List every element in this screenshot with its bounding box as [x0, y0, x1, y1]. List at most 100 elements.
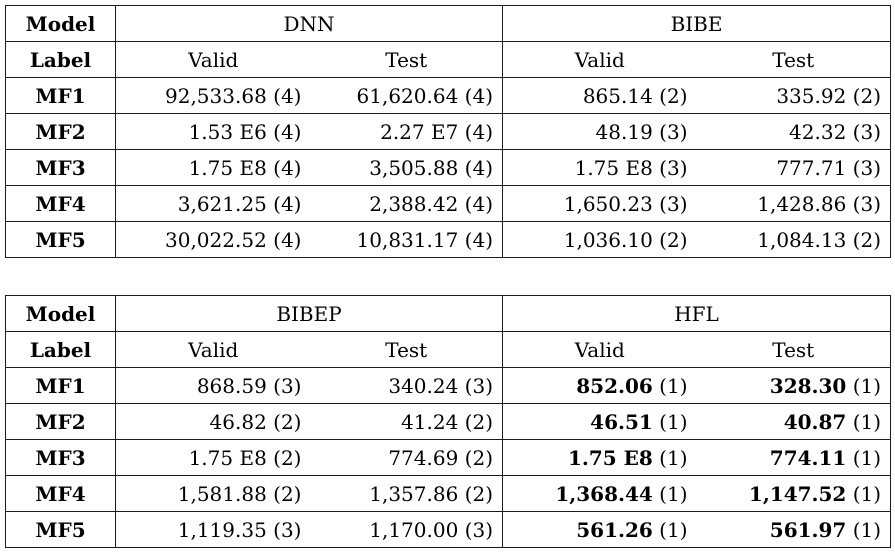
metric-value: 1,428.86 — [757, 191, 847, 216]
rank-value: (2) — [659, 83, 688, 108]
metric-value: 1.75 E8 — [188, 155, 267, 180]
rank-value: (4) — [273, 155, 302, 180]
rank-value: (3) — [659, 119, 688, 144]
table-row: MF1 92,533.68 (4) 61,620.64 (4) 865.14 (2) 3… — [5, 77, 891, 114]
value-cell: 42.32 (3) — [696, 113, 891, 150]
metric-value: 335.92 — [776, 83, 847, 108]
rank-value: (4) — [273, 83, 302, 108]
rank-value: (4) — [273, 119, 302, 144]
value-cell: 774.11 (1) — [696, 439, 891, 476]
rank-value: (1) — [852, 481, 882, 506]
rank-value: (1) — [852, 517, 882, 542]
rank-value: (4) — [464, 155, 494, 180]
value-cell: 61,620.64 (4) — [310, 77, 504, 114]
row-label: MF4 — [5, 475, 116, 512]
metric-value: 1,084.13 — [757, 227, 847, 252]
value-cell: 3,505.88 (4) — [310, 149, 504, 186]
value-cell: 328.30 (1) — [696, 367, 891, 404]
rank-value: (3) — [852, 191, 882, 216]
rank-value: (4) — [464, 191, 494, 216]
metric-value: 92,533.68 — [165, 83, 267, 108]
value-cell: 1,357.86 (2) — [310, 475, 504, 512]
row-label: MF4 — [5, 185, 116, 222]
metric-value: 868.59 — [196, 373, 267, 398]
rank-value: (3) — [659, 191, 688, 216]
sub-header-row: Label Valid Test Valid Test — [5, 41, 891, 78]
row-label: MF2 — [5, 403, 116, 440]
valid-column-header: Valid — [115, 41, 311, 78]
metric-value: 561.97 — [769, 517, 847, 542]
rank-value: (3) — [273, 517, 302, 542]
valid-column-header: Valid — [115, 331, 311, 368]
value-cell: 340.24 (3) — [310, 367, 504, 404]
value-cell: 46.82 (2) — [115, 403, 311, 440]
value-cell: 46.51 (1) — [502, 403, 697, 440]
rank-value: (3) — [273, 373, 302, 398]
rank-value: (2) — [464, 445, 494, 470]
metric-value: 42.32 — [789, 119, 847, 144]
table-row: MF3 1.75 E8 (4) 3,505.88 (4) 1.75 E8 (3) 777… — [5, 149, 891, 186]
rank-value: (4) — [464, 83, 494, 108]
metric-value: 1.53 E6 — [188, 119, 267, 144]
test-column-header: Test — [310, 331, 504, 368]
rank-value: (1) — [659, 409, 688, 434]
table-row: MF4 3,621.25 (4) 2,388.42 (4) 1,650.23 (3) 1… — [5, 185, 891, 222]
table-row: MF4 1,581.88 (2) 1,357.86 (2) 1,368.44 (1) 1… — [5, 475, 891, 512]
metric-value: 1,581.88 — [177, 481, 267, 506]
row-label: MF5 — [5, 511, 116, 548]
metric-value: 561.26 — [576, 517, 653, 542]
metric-value: 1,036.10 — [563, 227, 653, 252]
rank-value: (3) — [852, 155, 882, 180]
metric-value: 46.82 — [209, 409, 267, 434]
rank-value: (1) — [659, 445, 688, 470]
model-header: Model — [5, 295, 116, 332]
metric-value: 1.75 E8 — [574, 155, 653, 180]
metric-value: 40.87 — [783, 409, 847, 434]
group-header-bibe: BIBE — [502, 5, 891, 42]
row-label: MF3 — [5, 149, 116, 186]
value-cell: 2.27 E7 (4) — [310, 113, 504, 150]
metric-value: 10,831.17 — [356, 227, 459, 252]
value-cell: 868.59 (3) — [115, 367, 311, 404]
value-cell: 3,621.25 (4) — [115, 185, 311, 222]
rank-value: (3) — [464, 373, 494, 398]
value-cell: 1.75 E8 (1) — [502, 439, 697, 476]
valid-column-header: Valid — [502, 41, 697, 78]
value-cell: 1,650.23 (3) — [502, 185, 697, 222]
value-cell: 1,170.00 (3) — [310, 511, 504, 548]
test-column-header: Test — [696, 331, 891, 368]
value-cell: 777.71 (3) — [696, 149, 891, 186]
value-cell: 1,368.44 (1) — [502, 475, 697, 512]
value-cell: 92,533.68 (4) — [115, 77, 311, 114]
rank-value: (1) — [852, 373, 882, 398]
metric-value: 865.14 — [582, 83, 653, 108]
table-row: MF2 46.82 (2) 41.24 (2) 46.51 (1) 40.87 (1) — [5, 403, 891, 440]
value-cell: 1.53 E6 (4) — [115, 113, 311, 150]
value-cell: 561.26 (1) — [502, 511, 697, 548]
rank-value: (1) — [852, 445, 882, 470]
rank-value: (2) — [464, 481, 494, 506]
value-cell: 1,084.13 (2) — [696, 221, 891, 258]
table-row: MF5 1,119.35 (3) 1,170.00 (3) 561.26 (1) 561… — [5, 511, 891, 548]
rank-value: (1) — [659, 481, 688, 506]
rank-value: (2) — [273, 445, 302, 470]
rank-value: (2) — [464, 409, 494, 434]
rank-value: (1) — [852, 409, 882, 434]
group-header-dnn: DNN — [115, 5, 504, 42]
value-cell: 1.75 E8 (2) — [115, 439, 311, 476]
table-row: MF3 1.75 E8 (2) 774.69 (2) 1.75 E8 (1) 774.1… — [5, 439, 891, 476]
metric-value: 852.06 — [576, 373, 653, 398]
rank-value: (1) — [659, 517, 688, 542]
rank-value: (4) — [464, 119, 494, 144]
rank-value: (2) — [659, 227, 688, 252]
metric-value: 1.75 E8 — [188, 445, 267, 470]
value-cell: 48.19 (3) — [502, 113, 697, 150]
group-header-hfl: HFL — [502, 295, 891, 332]
rank-value: (4) — [273, 227, 302, 252]
table-body: MF1 868.59 (3) 340.24 (3) 852.06 (1) 328.30 … — [5, 367, 891, 548]
value-cell: 40.87 (1) — [696, 403, 891, 440]
rank-value: (3) — [464, 517, 494, 542]
label-header: Label — [5, 331, 116, 368]
value-cell: 561.97 (1) — [696, 511, 891, 548]
